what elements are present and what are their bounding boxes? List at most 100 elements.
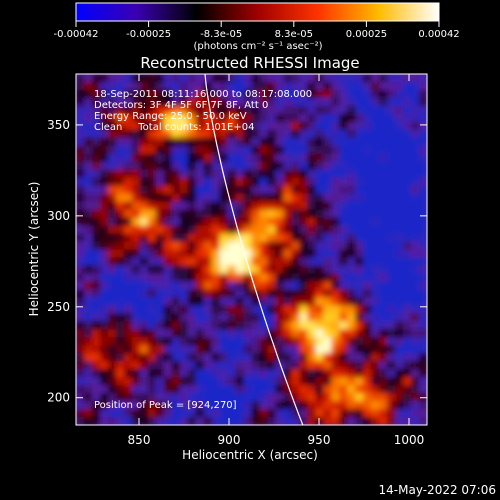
heatmap-cell	[251, 401, 261, 410]
heatmap-cell	[187, 169, 197, 179]
heatmap-cell	[227, 385, 237, 394]
heatmap-cell	[355, 161, 364, 171]
heatmap-cell	[355, 329, 364, 338]
heatmap-cell	[419, 321, 427, 330]
heatmap-cell	[76, 313, 85, 322]
heatmap-cell	[403, 385, 412, 394]
heatmap-cell	[395, 385, 404, 394]
heatmap-cell	[76, 217, 85, 227]
heatmap-cell	[123, 177, 133, 187]
heatmap-cell	[179, 97, 189, 107]
heatmap-cell	[179, 361, 189, 370]
heatmap-cell	[123, 81, 133, 91]
heatmap-cell	[179, 417, 189, 425]
heatmap-cell	[163, 161, 173, 171]
heatmap-cell	[123, 153, 133, 163]
heatmap-cell	[387, 337, 396, 346]
heatmap-cell	[251, 137, 261, 147]
heatmap-cell	[395, 193, 404, 203]
heatmap-cell	[171, 345, 181, 354]
heatmap-cell	[259, 313, 269, 322]
heatmap-cell	[171, 81, 181, 91]
heatmap-cell	[227, 193, 237, 203]
heatmap-cell	[291, 185, 300, 195]
heatmap-cell	[131, 385, 141, 394]
heatmap-cell	[235, 113, 245, 123]
heatmap-cell	[76, 105, 85, 115]
heatmap-cell	[227, 273, 237, 283]
heatmap-cell	[315, 305, 324, 314]
heatmap-cell	[235, 409, 245, 418]
heatmap-cell	[115, 225, 125, 235]
heatmap-cell	[107, 121, 117, 131]
heatmap-cell	[139, 129, 149, 139]
heatmap-cell	[331, 393, 340, 402]
heatmap-cell	[99, 265, 109, 275]
heatmap-cell	[235, 273, 245, 283]
heatmap-cell	[315, 201, 324, 211]
heatmap-cell	[363, 393, 372, 402]
heatmap-cell	[371, 217, 380, 227]
heatmap-cell	[187, 369, 197, 378]
heatmap-cell	[203, 169, 213, 179]
heatmap-cell	[123, 337, 133, 346]
heatmap-cell	[235, 329, 245, 338]
heatmap-cell	[299, 337, 308, 346]
heatmap-cell	[323, 185, 332, 195]
heatmap-cell	[107, 281, 117, 290]
heatmap-cell	[419, 353, 427, 362]
heatmap-cell	[371, 297, 380, 306]
heatmap-cell	[403, 177, 412, 187]
heatmap-cell	[76, 161, 85, 171]
heatmap-cell	[371, 169, 380, 179]
heatmap-cell	[307, 401, 316, 410]
heatmap-cell	[259, 265, 269, 275]
heatmap-cell	[115, 249, 125, 259]
heatmap-cell	[211, 297, 221, 306]
heatmap-cell	[291, 289, 300, 298]
heatmap-cell	[371, 321, 380, 330]
heatmap-cell	[283, 81, 292, 91]
heatmap-cell	[379, 289, 388, 298]
heatmap-cell	[195, 74, 205, 83]
heatmap-cell	[76, 409, 85, 418]
heatmap-cell	[331, 401, 340, 410]
heatmap-cell	[99, 297, 109, 306]
heatmap-cell	[107, 169, 117, 179]
heatmap-cell	[107, 369, 117, 378]
heatmap-cell	[171, 297, 181, 306]
heatmap-cell	[395, 369, 404, 378]
heatmap-cell	[251, 153, 261, 163]
heatmap-cell	[299, 321, 308, 330]
heatmap-cell	[299, 177, 308, 187]
heatmap-cell	[259, 377, 269, 386]
heatmap-cell	[131, 361, 141, 370]
heatmap-cell	[259, 121, 269, 131]
heatmap-cell	[123, 129, 133, 139]
heatmap-cell	[91, 369, 101, 378]
heatmap-cell	[355, 153, 364, 163]
heatmap-cell	[243, 185, 253, 195]
heatmap-cell	[179, 169, 189, 179]
heatmap-cell	[139, 369, 149, 378]
heatmap-cell	[155, 361, 165, 370]
heatmap-cell	[251, 145, 261, 155]
heatmap-cell	[419, 113, 427, 123]
heatmap-cell	[179, 353, 189, 362]
heatmap-cell	[195, 233, 205, 243]
heatmap-cell	[107, 129, 117, 139]
heatmap-cell	[91, 305, 101, 314]
heatmap-cell	[387, 233, 396, 243]
heatmap-cell	[147, 145, 157, 155]
heatmap-cell	[219, 345, 229, 354]
heatmap-cell	[115, 377, 125, 386]
heatmap-cell	[123, 321, 133, 330]
heatmap-cell	[331, 89, 340, 99]
heatmap-cell	[155, 265, 165, 275]
heatmap-cell	[331, 225, 340, 235]
heatmap-cell	[131, 217, 141, 227]
heatmap-cell	[115, 401, 125, 410]
heatmap-cell	[179, 249, 189, 259]
heatmap-cell	[203, 401, 213, 410]
heatmap-cell	[283, 161, 292, 171]
